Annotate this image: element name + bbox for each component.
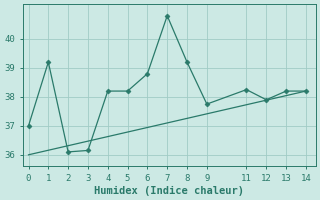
X-axis label: Humidex (Indice chaleur): Humidex (Indice chaleur)	[94, 186, 244, 196]
